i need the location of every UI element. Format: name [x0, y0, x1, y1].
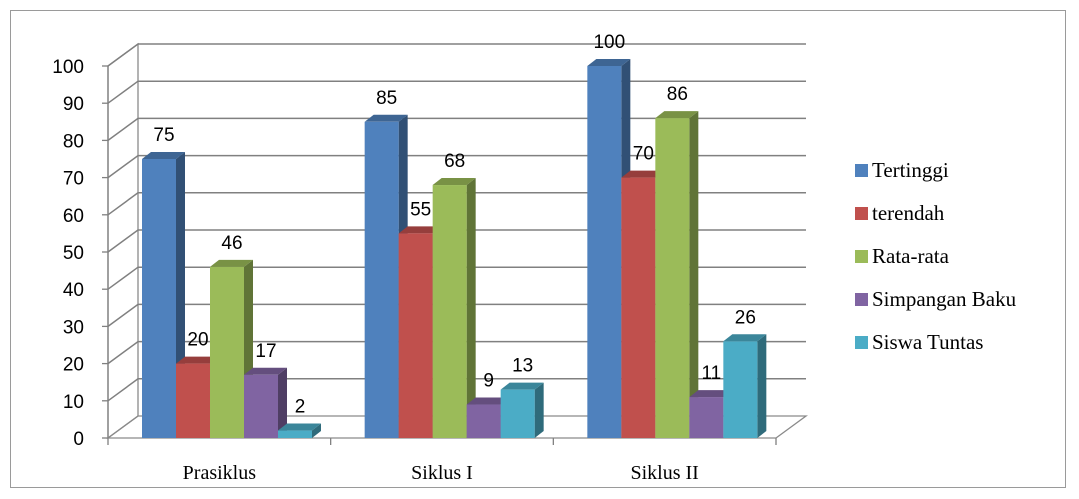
bar-front	[210, 266, 244, 438]
data-label: 55	[410, 199, 431, 220]
bar	[655, 111, 699, 438]
legend-label: Rata-rata	[872, 244, 950, 268]
y-tick-label: 60	[63, 206, 84, 227]
gridline	[107, 378, 806, 402]
bar-top	[587, 59, 631, 66]
bar-top	[176, 356, 219, 364]
bar	[723, 334, 767, 438]
x-category-label: Siklus I	[411, 462, 473, 484]
bar-top	[210, 259, 253, 267]
y-tick-label: 70	[63, 169, 84, 190]
bar-front	[142, 159, 176, 438]
y-tick-label: 100	[52, 57, 84, 78]
data-label: 70	[633, 144, 654, 165]
legend-swatch	[855, 207, 868, 220]
y-tick-label: 50	[63, 243, 84, 264]
bar-front	[432, 185, 467, 438]
y-tick-label: 10	[63, 392, 84, 413]
bar-top	[723, 334, 767, 342]
bar-side	[689, 111, 699, 438]
bar-top	[432, 178, 476, 186]
legend-swatch	[855, 336, 868, 349]
bar-top	[244, 367, 287, 375]
bar	[278, 423, 321, 438]
gridline	[107, 43, 806, 67]
data-label: 75	[153, 125, 174, 146]
legend-label: terendah	[872, 201, 945, 225]
bar-top	[278, 423, 321, 431]
data-labels: 75 20 46 17 2 85 55 68 9 13 100 70 86 11 26	[153, 32, 755, 418]
bar-front	[621, 177, 656, 438]
y-tick-label: 90	[63, 94, 84, 115]
bar-front	[655, 118, 690, 438]
gridlines	[107, 43, 806, 402]
data-label: 13	[512, 356, 533, 377]
bar-side	[534, 382, 544, 438]
bar-side	[757, 334, 767, 438]
bar-front	[244, 374, 278, 438]
data-label: 100	[593, 32, 625, 53]
bar	[500, 382, 544, 438]
bar-front	[364, 121, 399, 439]
bar-front	[398, 233, 433, 438]
bar-top	[364, 114, 408, 122]
bar-top	[655, 111, 699, 119]
gridline	[107, 154, 806, 179]
bar-side	[278, 367, 287, 438]
bar-front	[689, 397, 724, 438]
data-label: 2	[295, 397, 306, 418]
bar-top	[689, 390, 733, 398]
legend-label: Siswa Tuntas	[872, 330, 983, 354]
bar-front	[500, 389, 535, 438]
gridline	[107, 192, 806, 216]
y-tick-label: 20	[63, 355, 84, 376]
axis-lines	[102, 65, 777, 445]
bar-front	[176, 363, 210, 438]
x-category-label: Siklus II	[630, 462, 698, 484]
gridline	[107, 229, 806, 253]
x-axis-categories: Prasiklus Siklus I Siklus II	[183, 462, 699, 484]
bar-front	[278, 430, 312, 438]
bar-top	[500, 382, 544, 390]
data-label: 11	[701, 363, 721, 384]
y-axis-ticks: 0 10 20 30 40 50 60 70 80 90 100	[52, 57, 84, 450]
gridline	[107, 340, 806, 365]
y-tick-label: 0	[73, 429, 84, 450]
data-label: 9	[483, 371, 494, 392]
legend-label: Tertinggi	[872, 158, 949, 182]
y-tick-label: 30	[63, 317, 84, 338]
gridline	[107, 117, 806, 142]
bar-side	[312, 423, 321, 438]
bars	[142, 59, 767, 439]
bar-front	[587, 66, 622, 438]
y-tick-label: 40	[63, 280, 84, 301]
legend-swatch	[855, 293, 868, 306]
gridline	[107, 303, 806, 328]
legend-label: Simpangan Baku	[872, 287, 1017, 311]
data-label: 68	[444, 151, 465, 172]
data-label: 86	[667, 84, 688, 105]
data-label: 20	[187, 330, 208, 351]
x-category-label: Prasiklus	[183, 462, 257, 484]
data-label: 46	[221, 233, 242, 254]
bar	[244, 367, 287, 438]
bar-top	[466, 397, 510, 405]
legend-swatch	[855, 250, 868, 263]
bar	[432, 178, 476, 439]
bar-front	[723, 341, 758, 438]
bar-side	[466, 178, 476, 439]
bar-top	[621, 170, 665, 178]
legend: Tertinggi terendah Rata-rata Simpangan Baku…	[855, 158, 1017, 354]
data-label: 17	[255, 341, 276, 362]
bar-top	[142, 152, 185, 159]
bar-top	[398, 226, 442, 234]
gridline	[107, 80, 806, 104]
data-label: 85	[376, 88, 397, 109]
y-tick-label: 80	[63, 131, 84, 152]
gridline	[107, 266, 806, 290]
legend-swatch	[855, 164, 868, 177]
data-label: 26	[735, 307, 756, 328]
bar-front	[466, 404, 501, 438]
